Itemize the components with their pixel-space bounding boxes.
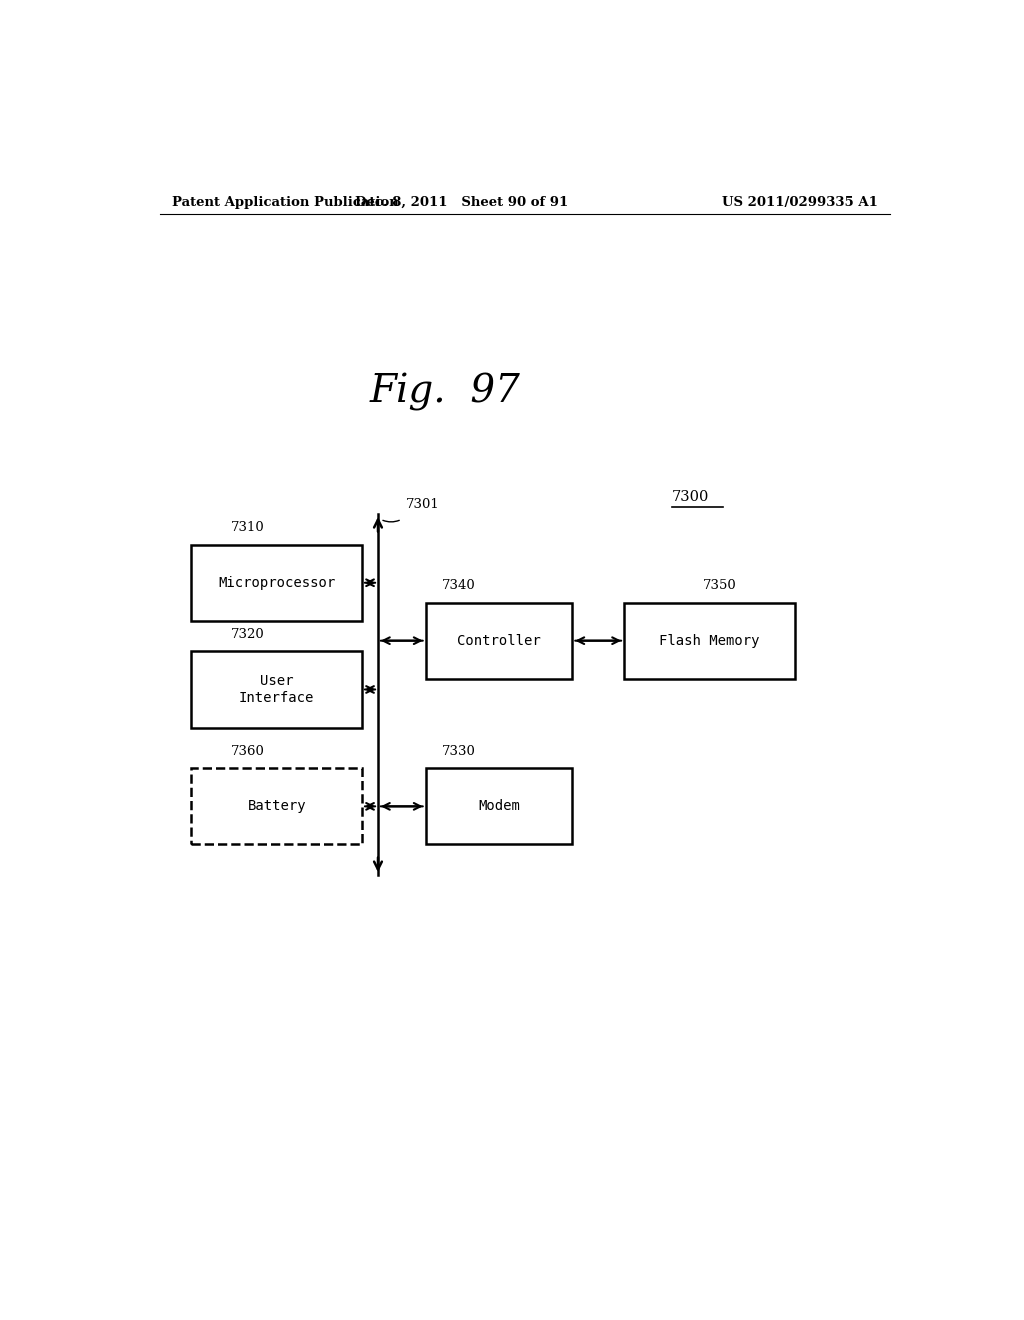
Text: 7330: 7330 bbox=[441, 744, 475, 758]
Text: 7301: 7301 bbox=[406, 498, 439, 511]
FancyBboxPatch shape bbox=[191, 651, 362, 727]
FancyBboxPatch shape bbox=[426, 602, 572, 678]
Text: Patent Application Publication: Patent Application Publication bbox=[172, 195, 398, 209]
Text: Microprocessor: Microprocessor bbox=[218, 576, 336, 590]
Text: Dec. 8, 2011   Sheet 90 of 91: Dec. 8, 2011 Sheet 90 of 91 bbox=[354, 195, 568, 209]
Text: 7340: 7340 bbox=[441, 579, 475, 593]
FancyBboxPatch shape bbox=[191, 768, 362, 845]
Text: 7320: 7320 bbox=[231, 628, 265, 642]
Text: 7310: 7310 bbox=[231, 521, 265, 535]
Text: 7360: 7360 bbox=[231, 744, 265, 758]
Text: Flash Memory: Flash Memory bbox=[659, 634, 760, 648]
Text: Fig.  97: Fig. 97 bbox=[370, 374, 521, 411]
Text: 7300: 7300 bbox=[672, 490, 709, 504]
Text: User
Interface: User Interface bbox=[240, 675, 314, 705]
FancyBboxPatch shape bbox=[191, 545, 362, 620]
Text: 7350: 7350 bbox=[703, 579, 737, 593]
FancyBboxPatch shape bbox=[426, 768, 572, 845]
Text: US 2011/0299335 A1: US 2011/0299335 A1 bbox=[722, 195, 878, 209]
Text: Controller: Controller bbox=[457, 634, 541, 648]
FancyBboxPatch shape bbox=[624, 602, 795, 678]
Text: Modem: Modem bbox=[478, 800, 520, 813]
Text: Battery: Battery bbox=[248, 800, 306, 813]
